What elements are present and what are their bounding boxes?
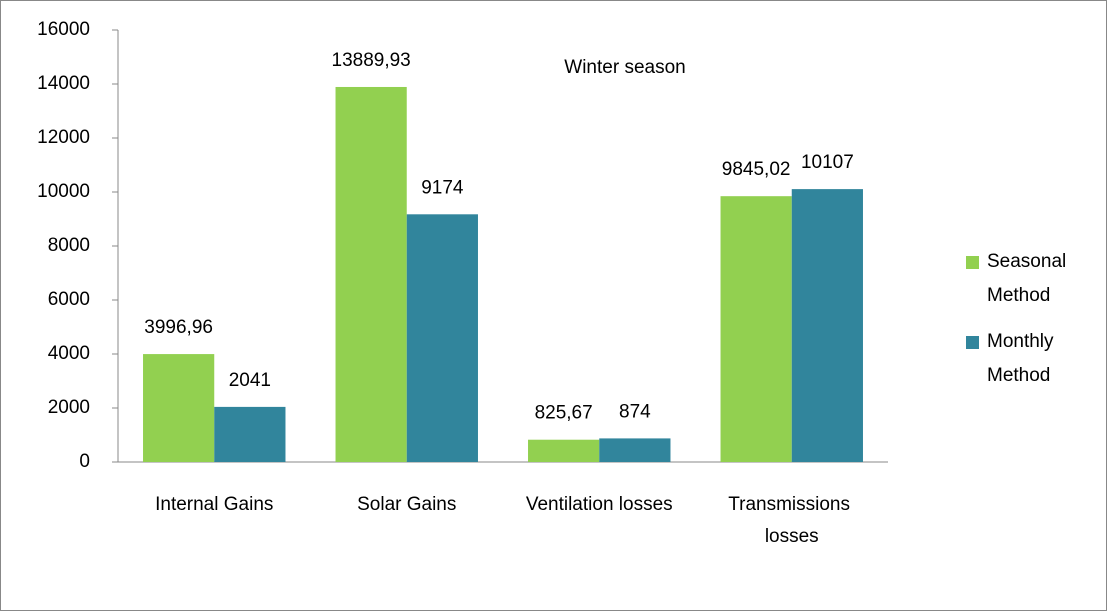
- legend-swatch: [966, 336, 979, 349]
- x-tick-label: Solar Gains: [357, 494, 456, 515]
- data-label: 3996,96: [144, 317, 213, 338]
- data-label: 13889,93: [332, 50, 411, 71]
- legend-label: Seasonal Method: [987, 251, 1072, 306]
- y-tick-label: 12000: [37, 127, 90, 148]
- legend-swatch: [966, 256, 979, 269]
- data-label: 10107: [801, 152, 854, 173]
- x-tick-label: Transmissions losses: [728, 494, 855, 547]
- bar: [720, 196, 792, 463]
- data-label: 9174: [421, 177, 464, 198]
- y-tick-label: 6000: [48, 289, 90, 310]
- data-label: 2041: [229, 370, 271, 391]
- bar: [406, 214, 478, 462]
- y-tick-label: 4000: [48, 343, 90, 364]
- legend-label: Monthly Method: [987, 331, 1059, 386]
- data-label: 9845,02: [722, 159, 791, 180]
- bar: [335, 86, 407, 462]
- y-tick-label: 2000: [48, 397, 90, 418]
- data-label: 874: [619, 401, 651, 422]
- y-tick-label: 0: [79, 451, 90, 472]
- data-label: 825,67: [535, 403, 593, 424]
- bar: [214, 406, 286, 462]
- chart-title: Winter season: [564, 57, 685, 78]
- y-tick-label: 14000: [37, 73, 90, 94]
- bar: [599, 438, 671, 462]
- y-tick-label: 16000: [37, 19, 90, 40]
- y-tick-label: 8000: [48, 235, 90, 256]
- bar: [528, 439, 600, 462]
- y-tick-label: 10000: [37, 181, 90, 202]
- bar: [143, 354, 215, 462]
- x-tick-label: Ventilation losses: [526, 494, 673, 515]
- x-tick-label: Internal Gains: [155, 494, 273, 515]
- bar: [791, 189, 863, 462]
